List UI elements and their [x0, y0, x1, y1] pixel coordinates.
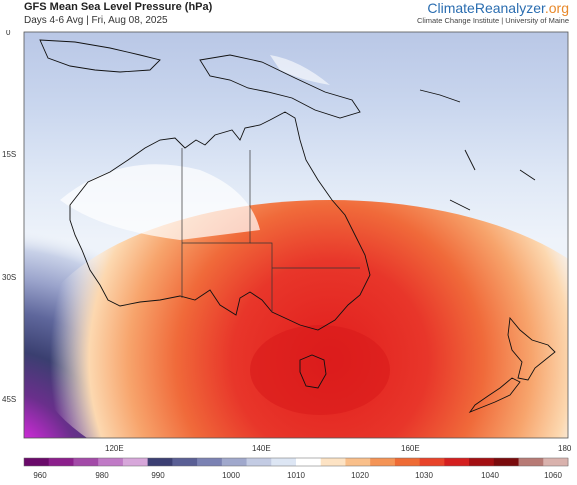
coastlines [39, 39, 556, 413]
colorbar-label: 1030 [415, 471, 433, 480]
colorbar-swatch [48, 458, 74, 466]
pressure-field [24, 32, 568, 438]
brand-suffix: .org [544, 0, 569, 16]
colorbar-swatch [543, 458, 569, 466]
colorbar-swatch [345, 458, 371, 466]
colorbar-label: 1060 [544, 471, 562, 480]
colorbar [23, 457, 569, 467]
colorbar-swatch [172, 458, 198, 466]
brand-main: ClimateReanalyzer [427, 0, 545, 16]
colorbar-swatch [122, 458, 149, 466]
colorbar-swatch [419, 458, 445, 466]
lat-label-0: 0 [6, 30, 11, 37]
new-zealand-south [468, 377, 521, 413]
state-borders [181, 148, 360, 312]
pacific-islands [419, 89, 536, 211]
new-zealand-north [507, 316, 556, 381]
tasmania-coast [299, 354, 327, 389]
colorbar-labels: 960 980 990 1000 1010 1020 1030 1040 1060 [33, 471, 562, 480]
lon-label-160e: 160E [401, 444, 420, 453]
colorbar-swatch [73, 458, 99, 466]
colorbar-label: 960 [33, 471, 47, 480]
colorbar-label: 1020 [351, 471, 369, 480]
new-guinea-highlands [270, 55, 330, 85]
colorbar-swatch [147, 458, 173, 466]
longitude-labels: 120E 140E 160E 180 [105, 444, 572, 453]
colorbar-label: 990 [151, 471, 165, 480]
lat-label-30s: 30S [2, 273, 16, 282]
brand-logo[interactable]: ClimateReanalyzer.org [427, 0, 569, 16]
chart-title: GFS Mean Sea Level Pressure (hPa) [24, 1, 213, 13]
latitude-labels: 0 15S 30S 45S [2, 28, 16, 404]
indonesia-coast [39, 39, 161, 73]
brand-subtitle: Climate Change Institute | University of… [416, 16, 569, 25]
lon-label-180: 180 [558, 444, 572, 453]
map-frame: 0 15S 30S 45S 120E 140E 160E 180 960 980 9… [0, 28, 577, 480]
header: GFS Mean Sea Level Pressure (hPa) Days 4… [0, 0, 577, 30]
lon-label-140e: 140E [252, 444, 271, 453]
high-pressure-system [30, 200, 568, 438]
high-pressure-core [250, 325, 390, 415]
colorbar-border [23, 457, 569, 467]
chart-subtitle: Days 4-6 Avg | Fri, Aug 08, 2025 [24, 15, 168, 26]
pressure-map: 0 15S 30S 45S 120E 140E 160E 180 960 980 9… [2, 28, 572, 480]
colorbar-swatch [271, 458, 297, 466]
continental-ridge [60, 164, 260, 240]
colorbar-swatch [221, 458, 248, 466]
map-border [23, 31, 569, 439]
colorbar-label: 1000 [222, 471, 240, 480]
colorbar-swatch [98, 458, 124, 466]
lon-label-120e: 120E [105, 444, 124, 453]
colorbar-swatch [320, 458, 346, 466]
colorbar-swatch [24, 458, 50, 466]
new-guinea-coast [199, 54, 361, 119]
colorbar-label: 1040 [481, 471, 499, 480]
colorbar-swatch [444, 458, 470, 466]
lat-label-15s: 15S [2, 150, 16, 159]
colorbar-swatch [197, 458, 223, 466]
colorbar-swatch [518, 458, 544, 466]
australia-coast [69, 111, 371, 331]
colorbar-label: 1010 [287, 471, 305, 480]
colorbar-swatch [370, 458, 396, 466]
colorbar-swatch [246, 458, 272, 466]
colorbar-label: 980 [95, 471, 109, 480]
colorbar-swatch [394, 458, 421, 466]
colorbar-swatch [296, 458, 322, 466]
colorbar-swatch [469, 458, 495, 466]
colorbar-swatch [493, 458, 520, 466]
lat-label-45s: 45S [2, 395, 16, 404]
